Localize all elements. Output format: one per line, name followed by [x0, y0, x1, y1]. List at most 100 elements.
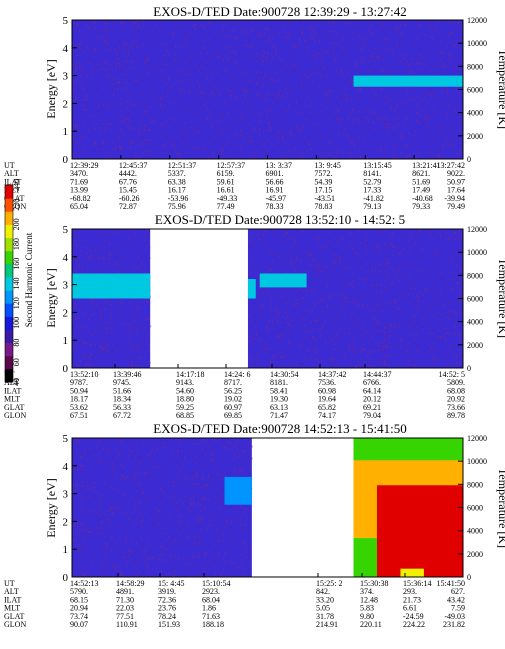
orbit-cell: 77.49 [217, 202, 235, 211]
orbit-cell: 14:24: 6 [224, 370, 250, 379]
orbit-row-label: ILAT [4, 386, 21, 395]
orbit-cell: 56.66 [266, 177, 284, 186]
panel-3-ytick-label: 3 [63, 489, 69, 501]
orbit-cell: 68.04 [202, 595, 220, 604]
panel-1-data [72, 20, 463, 159]
colorbar-swatch [5, 198, 13, 212]
colorbar-swatch [5, 224, 13, 239]
orbit-row-label: GLON [4, 411, 26, 420]
panel-3-ytick-right-label: 10000 [467, 457, 487, 466]
panel-3-ytick-right-label: 4000 [467, 527, 483, 536]
orbit-cell: 374. [360, 587, 374, 596]
orbit-cell: 7572. [314, 169, 332, 178]
orbit-cell: 12:45:37 [119, 161, 147, 170]
orbit-cell: 9745. [113, 378, 131, 387]
orbit-cell: 59.61 [217, 177, 235, 186]
orbit-cell: 68.15 [70, 595, 88, 604]
orbit-cell: 231.82 [443, 620, 465, 629]
orbit-row-label: ALT [4, 587, 19, 596]
orbit-cell: 3919. [158, 587, 176, 596]
orbit-cell: 79.04 [363, 411, 381, 420]
orbit-cell: 5.05 [316, 604, 330, 613]
panel-1-band [353, 75, 463, 87]
orbit-cell: 13.99 [70, 186, 88, 195]
orbit-cell: 188.18 [202, 620, 224, 629]
panel-3-band [224, 476, 252, 505]
orbit-cell: 13:52:10 [70, 370, 98, 379]
orbit-cell: 14:58:29 [116, 579, 144, 588]
orbit-cell: 43.42 [447, 595, 465, 604]
panel-2: EXOS-D/TED Date:900728 13:52:10 - 14:52:… [4, 212, 505, 420]
orbit-cell: 4891. [116, 587, 134, 596]
orbit-cell: 90.07 [70, 620, 88, 629]
panel-1-ytick-right-label: 6000 [467, 86, 483, 95]
panel-2-ytick-label: 1 [63, 335, 69, 347]
panel-2-ytick-label: 3 [63, 280, 69, 292]
panel-2-ytick-right-label: 2000 [467, 341, 483, 350]
orbit-cell: -49.33 [217, 194, 238, 203]
orbit-cell: 224.22 [403, 620, 425, 629]
orbit-cell: 78.24 [158, 612, 176, 621]
orbit-cell: 74.17 [318, 411, 336, 420]
orbit-cell: -39.94 [444, 194, 465, 203]
orbit-cell: 51.69 [412, 177, 430, 186]
orbit-cell: 75.96 [168, 202, 186, 211]
panel-3-ytick-right-label: 12000 [467, 434, 487, 443]
orbit-cell: 842. [316, 587, 330, 596]
orbit-cell: 13: 9:45 [314, 161, 340, 170]
orbit-row-label: GLAT [4, 612, 25, 621]
panel-2-ytick-label: 2 [63, 307, 69, 319]
panel-2-data [72, 229, 463, 368]
panel-2-ytick-label: 0 [63, 363, 69, 375]
orbit-cell: 89.78 [447, 411, 465, 420]
panel-3-band [376, 485, 463, 577]
colorbar-swatch [5, 329, 13, 344]
colorbar-swatch [5, 263, 13, 278]
orbit-cell: 14:44:37 [363, 370, 391, 379]
colorbar-tick-label: 220 [12, 199, 21, 211]
orbit-cell: 79.13 [363, 202, 381, 211]
orbit-row-label: MLT [4, 395, 20, 404]
orbit-cell: 71.63 [202, 612, 220, 621]
orbit-cell: 21.73 [403, 595, 421, 604]
panel-2-ylabel: Energy [eV] [44, 268, 58, 327]
orbit-cell: 71.47 [270, 411, 288, 420]
colorbar-swatch [5, 211, 13, 225]
orbit-cell: 17.49 [412, 186, 430, 195]
colorbar-tick-label: 140 [12, 278, 21, 290]
orbit-cell: 8181. [270, 378, 288, 387]
orbit-cell: 51.66 [113, 386, 131, 395]
panel-3-plot: 0 1 2 3 4 5 0 2000 4000 6000 8000 10000 12000 [63, 433, 488, 584]
panel-2-ytick-right-label: 8000 [467, 271, 483, 280]
orbit-cell: 4442. [119, 169, 137, 178]
panel-1-ytick-label: 4 [63, 43, 69, 55]
orbit-cell: 68.85 [176, 411, 194, 420]
orbit-cell: 16.17 [168, 186, 186, 195]
panel-3-ytick-label: 1 [63, 544, 69, 556]
panel-2-ytick-right-label: 0 [467, 364, 471, 373]
panel-1-ylabel: Energy [eV] [44, 59, 58, 118]
orbit-cell: -60.26 [119, 194, 140, 203]
orbit-cell: 8141. [363, 169, 381, 178]
orbit-cell: 60.97 [224, 403, 242, 412]
orbit-row-label: GLAT [4, 403, 25, 412]
panel-2-band [259, 273, 307, 288]
orbit-cell: 50.94 [70, 386, 88, 395]
colorbar-tick-label: 160 [12, 258, 21, 270]
orbit-row-label: ILAT [4, 177, 21, 186]
panel-3-band [400, 568, 424, 577]
orbit-cell: 15:30:38 [360, 579, 388, 588]
colorbar-label: Second Harmonic Current [24, 232, 34, 327]
orbit-cell: 56.33 [113, 403, 131, 412]
panel-3-ylabel-right: Temperature [K] [496, 468, 505, 548]
orbit-cell: 68.08 [447, 386, 465, 395]
orbit-cell: 73.66 [447, 403, 465, 412]
panel-1-ytick-label: 0 [63, 154, 69, 166]
panel-2-ytick-right-label: 10000 [467, 248, 487, 257]
orbit-cell: 5809. [447, 378, 465, 387]
panel-2-plot: 0 1 2 3 4 5 0 2000 4000 6000 8000 10000 12000 [63, 224, 488, 375]
colorbar-tick-label: 60 [12, 358, 21, 366]
orbit-cell: 6159. [217, 169, 235, 178]
orbit-cell: 72.87 [119, 202, 137, 211]
orbit-cell: 12:39:29 [70, 161, 98, 170]
